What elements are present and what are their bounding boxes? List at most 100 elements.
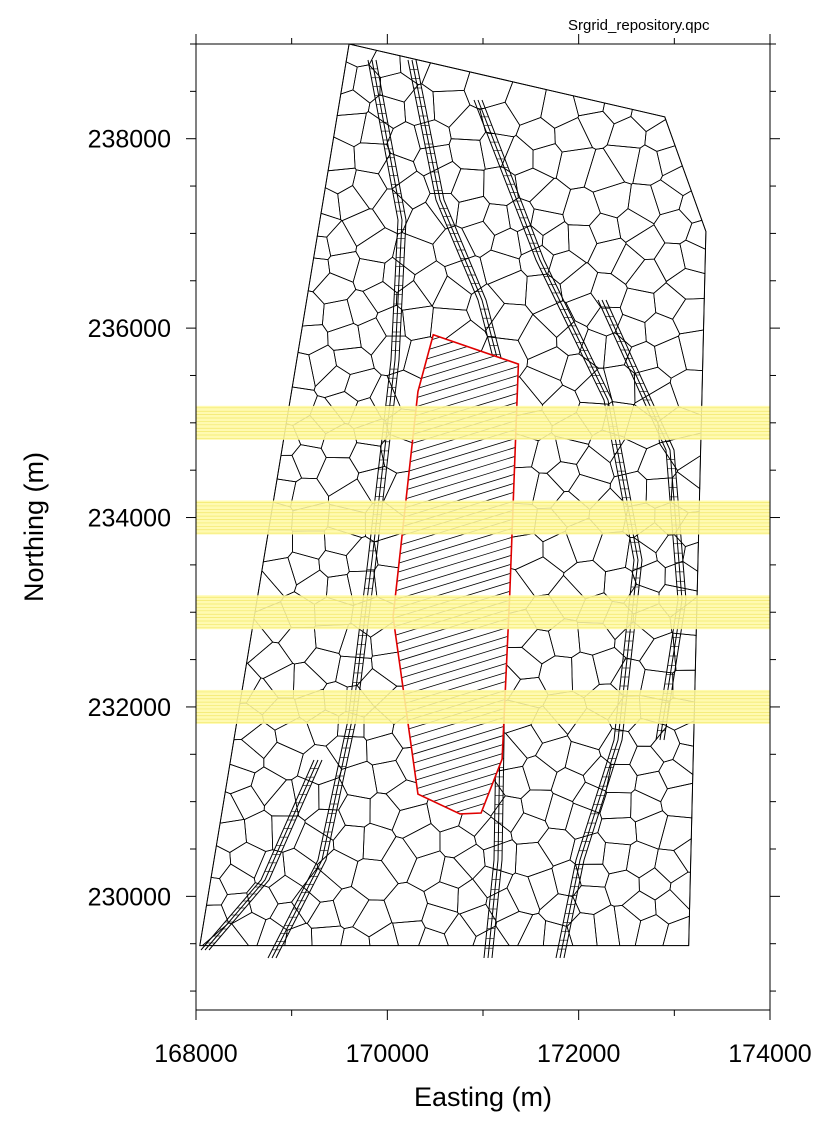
mesh-cell	[263, 779, 300, 817]
mesh-cell	[346, 289, 379, 327]
repository-drift	[431, 336, 441, 340]
mesh-cell	[380, 836, 418, 885]
mesh-cell	[562, 186, 601, 227]
mesh-cell	[310, 925, 345, 946]
mesh-cell	[306, 899, 342, 929]
mesh-cell	[377, 152, 418, 190]
mesh-cell	[313, 235, 332, 261]
mesh-cell	[634, 770, 668, 803]
mesh-cell	[371, 759, 407, 795]
mesh-cell	[514, 167, 555, 203]
mesh-cell	[243, 809, 274, 852]
mesh-cell	[483, 165, 519, 206]
mesh-cell	[395, 279, 433, 311]
mesh-cell	[669, 871, 691, 911]
mesh-cell	[439, 856, 474, 889]
repository-drift	[412, 726, 504, 755]
mesh-cell	[461, 220, 496, 258]
mesh-cell	[634, 914, 670, 946]
mesh-cell	[593, 904, 621, 946]
mesh-cell	[614, 313, 647, 348]
repository-drift	[400, 636, 508, 670]
mesh-cell	[576, 445, 615, 485]
mesh-cell	[602, 144, 641, 185]
repository-drift	[403, 663, 507, 696]
mesh-cell	[575, 863, 610, 888]
repository-drift	[421, 772, 497, 797]
mesh-cell	[653, 242, 686, 283]
mesh-cell	[284, 922, 313, 946]
mesh-track-line	[267, 59, 399, 959]
mesh-cell	[603, 332, 633, 369]
mesh-cell	[421, 62, 471, 93]
mesh-cell	[654, 889, 691, 925]
mesh-cell	[550, 767, 586, 803]
mesh-cell	[606, 116, 647, 149]
mesh-cell	[453, 843, 486, 880]
mesh-cell	[644, 118, 676, 152]
mesh-cell	[399, 55, 432, 86]
mesh-cell	[350, 858, 399, 901]
repository-drift	[399, 626, 509, 662]
repository-drift	[429, 341, 454, 350]
mesh-cell	[291, 444, 327, 480]
mesh-cell	[247, 641, 294, 679]
repository-drift	[402, 654, 508, 687]
mesh-cell	[616, 208, 655, 243]
mesh-cell	[551, 859, 582, 898]
mesh-cell	[592, 181, 632, 219]
repository-drift	[407, 456, 516, 490]
mesh-cell	[583, 147, 626, 193]
mesh-cell	[554, 116, 594, 153]
mesh-cell	[602, 842, 631, 875]
mesh-cell	[629, 745, 665, 776]
mesh-cell	[368, 922, 400, 946]
mesh-cell	[530, 208, 566, 236]
repository-drift	[415, 753, 503, 781]
mesh-cell	[582, 755, 612, 792]
mesh-cell	[457, 878, 488, 915]
repository-drift	[433, 782, 493, 802]
repository-drift	[416, 375, 519, 407]
x-tick-label: 168000	[154, 1040, 237, 1068]
mesh-cell	[291, 351, 316, 391]
mesh-cell	[240, 721, 278, 760]
mesh-cell	[504, 724, 543, 759]
mesh-cell	[316, 457, 360, 497]
y-tick-label: 236000	[88, 315, 171, 343]
mesh-cell	[631, 560, 666, 593]
mesh-cell	[439, 825, 477, 859]
mesh-cell	[327, 251, 361, 283]
mesh-cell	[379, 72, 419, 103]
mesh-cell	[514, 556, 565, 597]
repository-drift	[396, 545, 512, 582]
mesh-cell	[621, 890, 657, 922]
y-tick-label: 238000	[88, 126, 171, 154]
mesh-cell	[320, 187, 342, 221]
mesh-cell	[463, 71, 514, 110]
mesh-cell	[538, 655, 573, 696]
mesh-cell	[487, 269, 528, 306]
repository-drift	[395, 554, 512, 591]
mesh-cell	[333, 346, 375, 375]
mesh-cell	[357, 317, 387, 356]
y-tick-label: 234000	[88, 505, 171, 533]
mesh-cell	[604, 869, 640, 907]
mesh-cell	[326, 220, 358, 257]
repository-drift	[408, 447, 516, 481]
mesh-tracks	[200, 59, 687, 959]
mesh-cell	[672, 742, 694, 776]
mesh-cell	[327, 136, 356, 172]
mesh-cell	[271, 815, 306, 853]
x-axis-title: Easting (m)	[414, 1082, 552, 1112]
mesh-track-line	[271, 59, 403, 959]
mesh-track-line	[473, 99, 635, 959]
mesh-cell	[287, 551, 321, 586]
mesh-cell	[654, 848, 689, 884]
mesh-track-line	[481, 99, 643, 959]
mesh-cell	[352, 169, 388, 210]
x-axis: 168000 170000 172000 174000	[154, 34, 812, 1068]
repository-drift	[409, 438, 516, 472]
mesh-cell	[625, 258, 667, 294]
